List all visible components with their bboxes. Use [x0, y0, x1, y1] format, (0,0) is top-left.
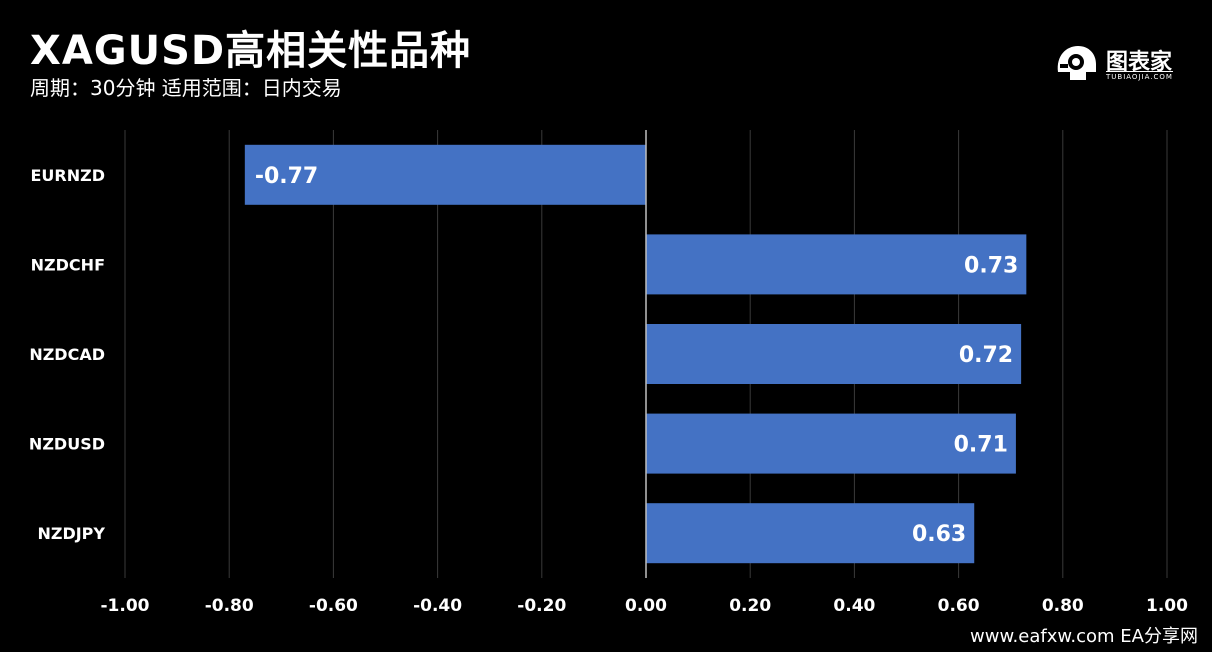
bar-nzdchf	[646, 234, 1027, 295]
y-category-label: NZDJPY	[37, 524, 105, 543]
x-tick-label: -0.80	[205, 596, 254, 616]
bar-eurnzd	[244, 144, 646, 205]
x-tick-label: 0.00	[625, 596, 667, 616]
y-category-label: NZDUSD	[29, 435, 105, 454]
logo-name: 图表家	[1106, 50, 1173, 75]
x-tick-label: -0.40	[413, 596, 462, 616]
x-tick-label: 0.80	[1042, 596, 1084, 616]
bar-nzdusd	[646, 413, 1016, 474]
data-label: 0.63	[912, 522, 966, 547]
x-tick-label: 0.20	[729, 596, 771, 616]
y-category-label: NZDCAD	[29, 345, 105, 364]
x-tick-label: -1.00	[101, 596, 150, 616]
x-tick-label: -0.60	[309, 596, 358, 616]
helmet-logo-icon	[1057, 46, 1096, 80]
data-label: 0.72	[959, 343, 1013, 368]
chart-title: XAGUSD高相关性品种	[30, 28, 472, 74]
x-tick-label: -0.20	[517, 596, 566, 616]
bar-nzdjpy	[646, 503, 975, 564]
bar-nzdcad	[646, 324, 1022, 384]
data-label: 0.73	[964, 253, 1018, 278]
x-tick-label: 0.40	[833, 596, 875, 616]
logo-subtext: TUBIAOJIA.COM	[1106, 71, 1173, 81]
brand-logo: 图表家 TUBIAOJIA.COM	[1052, 42, 1192, 86]
data-label: -0.77	[255, 164, 318, 189]
x-tick-label: 1.00	[1146, 596, 1188, 616]
chart-subtitle: 周期：30分钟 适用范围：日内交易	[30, 76, 342, 100]
y-category-label: NZDCHF	[31, 255, 105, 274]
watermark-footer: www.eafxw.com EA分享网	[970, 626, 1198, 647]
y-category-label: EURNZD	[30, 166, 105, 185]
x-tick-label: 0.60	[938, 596, 980, 616]
data-label: 0.71	[954, 433, 1008, 458]
